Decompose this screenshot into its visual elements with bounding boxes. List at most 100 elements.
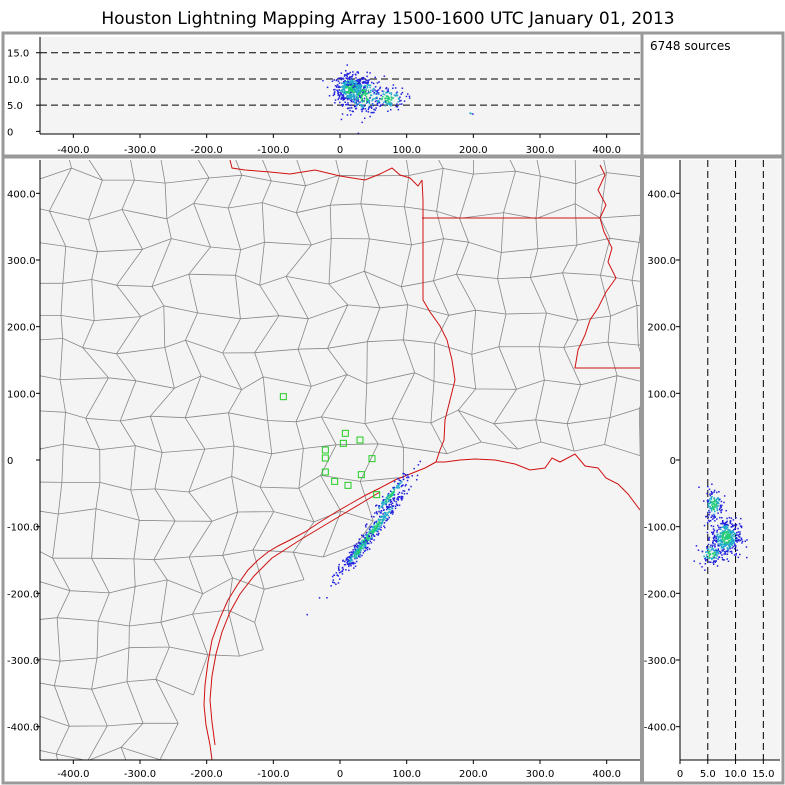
altitude-source-point xyxy=(360,85,363,87)
altitude-source-point xyxy=(396,91,398,93)
map-source-point xyxy=(389,490,392,492)
map-source-point xyxy=(354,549,356,551)
north-south-source-point xyxy=(731,539,733,542)
altitude-source-point xyxy=(340,72,343,74)
north-south-source-point xyxy=(717,497,719,499)
altitude-source-point xyxy=(392,87,394,89)
altitude-source-point xyxy=(360,95,362,97)
map-source-point xyxy=(393,500,396,502)
north-south-source-point xyxy=(714,501,716,503)
north-south-source-point xyxy=(732,541,734,543)
north-south-source-point xyxy=(715,504,717,507)
north-south-source-point xyxy=(720,528,722,531)
altitude-source-point xyxy=(337,92,339,95)
north-south-source-point xyxy=(721,521,724,523)
map-source-point xyxy=(357,549,359,551)
map-y-tick-label: 300.0 xyxy=(7,256,36,267)
north-south-source-point xyxy=(713,560,715,563)
map-source-point xyxy=(352,549,354,551)
map-source-point xyxy=(371,526,374,528)
north-south-source-point xyxy=(714,546,716,548)
north-south-source-point xyxy=(726,547,728,549)
north-south-source-point xyxy=(737,534,740,536)
map-source-point xyxy=(387,508,390,510)
map-source-point xyxy=(335,572,338,574)
altitude-source-point xyxy=(346,83,348,86)
altitude-source-point xyxy=(355,88,358,90)
map-y-tick-label: 100.0 xyxy=(7,389,36,400)
map-source-point xyxy=(385,503,387,506)
north-south-source-point xyxy=(720,522,722,525)
map-source-point xyxy=(326,597,328,599)
map-source-point xyxy=(396,484,398,487)
north-south-source-point xyxy=(729,522,732,524)
north-south-source-point xyxy=(708,509,710,512)
altitude-source-point xyxy=(356,96,358,99)
altitude-source-point xyxy=(348,87,351,89)
altitude-source-point xyxy=(357,87,360,89)
altitude-source-point xyxy=(339,77,341,79)
map-source-point xyxy=(352,551,355,553)
map-source-point xyxy=(384,517,386,519)
altitude-source-point xyxy=(349,76,351,78)
north-south-source-point xyxy=(738,540,740,542)
altitude-source-point xyxy=(342,80,345,83)
north-south-source-point xyxy=(709,494,712,497)
map-source-point xyxy=(346,561,349,563)
altitude-sources xyxy=(322,64,474,135)
north-south-y-tick-label: 200.0 xyxy=(647,323,676,334)
north-south-source-point xyxy=(731,537,734,539)
north-south-source-point xyxy=(712,507,715,510)
map-source-point xyxy=(341,570,344,573)
map-source-point xyxy=(380,512,382,514)
map-source-point xyxy=(352,563,355,565)
altitude-source-point xyxy=(352,95,354,98)
altitude-source-point xyxy=(354,86,357,89)
north-south-source-point xyxy=(733,524,735,527)
altitude-source-point xyxy=(387,91,390,93)
north-south-source-point xyxy=(723,536,725,539)
altitude-source-point xyxy=(401,91,404,94)
altitude-source-point xyxy=(364,84,367,87)
map-source-point xyxy=(386,513,389,516)
north-south-source-point xyxy=(720,547,723,549)
map-source-point xyxy=(359,545,361,547)
north-south-source-point xyxy=(721,540,723,542)
altitude-source-point xyxy=(341,90,344,92)
north-south-source-point xyxy=(717,537,720,539)
altitude-source-point xyxy=(374,100,377,103)
north-south-source-point xyxy=(726,517,728,520)
lma-station-marker xyxy=(341,429,349,437)
map-source-point xyxy=(339,578,341,580)
altitude-source-point xyxy=(352,101,354,103)
altitude-source-point xyxy=(348,72,350,75)
north-south-source-point xyxy=(707,500,709,503)
map-source-point xyxy=(401,496,404,498)
north-south-source-point xyxy=(715,541,718,543)
altitude-source-point xyxy=(366,75,368,78)
map-source-point xyxy=(337,566,340,568)
map-source-point xyxy=(376,523,379,525)
altitude-source-point xyxy=(373,108,375,111)
map-source-point xyxy=(396,504,398,506)
altitude-source-point xyxy=(341,86,343,88)
north-south-source-point xyxy=(724,544,726,546)
north-south-source-point xyxy=(705,556,708,558)
map-source-point xyxy=(384,526,386,529)
altitude-source-point xyxy=(346,114,349,116)
north-south-source-point xyxy=(723,548,725,550)
north-south-source-point xyxy=(711,514,713,517)
altitude-source-point xyxy=(388,101,390,104)
map-source-point xyxy=(385,502,387,505)
map-source-point xyxy=(387,496,389,498)
altitude-source-point xyxy=(337,98,339,101)
altitude-source-point xyxy=(361,97,364,100)
altitude-source-point xyxy=(360,103,362,106)
north-south-source-point xyxy=(712,556,714,558)
map-source-point xyxy=(393,497,396,500)
map-source-point xyxy=(355,554,357,556)
north-south-source-point xyxy=(721,538,724,540)
map-source-point xyxy=(366,523,368,525)
altitude-source-point xyxy=(373,93,375,95)
north-south-source-point xyxy=(722,539,725,542)
